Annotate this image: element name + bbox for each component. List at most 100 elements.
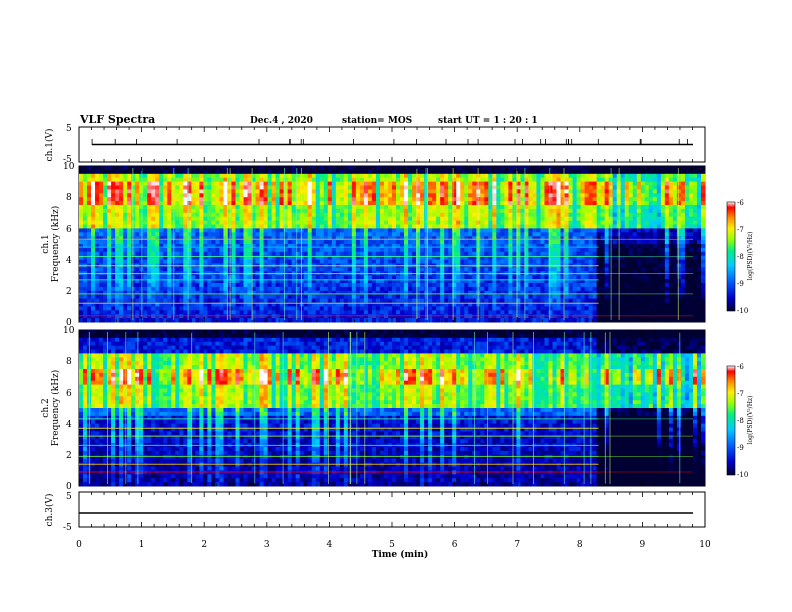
- spectrogram-cell: [452, 205, 457, 210]
- spectrogram-cell: [79, 244, 84, 249]
- spectrogram-cell: [103, 275, 108, 280]
- spectrogram-cell: [460, 216, 465, 221]
- spectrogram-cell: [343, 220, 349, 225]
- spectrogram-cell: [536, 232, 541, 237]
- spectrogram-cell: [207, 220, 212, 225]
- spectrogram-cell: [524, 251, 529, 257]
- spectrogram-cell: [227, 169, 232, 175]
- spectrogram-cell: [548, 224, 553, 229]
- spectrogram-cell: [107, 169, 112, 175]
- spectrogram-cell: [311, 298, 317, 303]
- spectrogram-cell: [544, 286, 549, 292]
- spectrogram-cell: [239, 286, 244, 292]
- spectrogram-cell: [211, 189, 216, 194]
- spectrogram-cell: [143, 302, 148, 307]
- spectrogram-cell: [327, 255, 333, 260]
- spectrogram-cell: [215, 197, 220, 202]
- spectrogram-cell: [319, 302, 325, 307]
- spectrogram-cell: [528, 216, 533, 221]
- spectrogram-cell: [151, 286, 156, 292]
- spectrogram-cell: [387, 212, 393, 218]
- spectrogram-cell: [392, 189, 397, 194]
- spectrogram-cell: [219, 228, 224, 233]
- spectrogram-cell: [271, 232, 277, 237]
- spectrogram-cell: [420, 244, 425, 249]
- spectrogram-cell: [504, 181, 509, 186]
- spectrogram-cell: [416, 298, 421, 303]
- spectrogram-cell: [387, 236, 393, 241]
- spectrogram-cell: [379, 314, 385, 319]
- spectrogram-cell: [452, 177, 457, 182]
- spectrogram-cell: [115, 166, 120, 171]
- spectrogram-cell: [351, 259, 357, 264]
- spectrogram-cell: [412, 201, 417, 206]
- spectrogram-cell: [139, 298, 144, 303]
- spectrogram-cell: [528, 286, 533, 292]
- spectrogram-cell: [327, 177, 333, 182]
- spectrogram-cell: [496, 247, 501, 253]
- spectrogram-cell: [564, 259, 569, 264]
- spectrogram-cell: [259, 283, 264, 288]
- spectrogram-cell: [195, 290, 200, 296]
- spectrogram-cell: [307, 232, 313, 237]
- spectrogram-cell: [231, 298, 236, 303]
- spectrogram-cell: [99, 232, 104, 237]
- spectrogram-cell: [444, 220, 449, 225]
- spectrogram-cell: [472, 220, 477, 225]
- spectrogram-cell: [315, 251, 321, 257]
- spectrogram-cell: [347, 267, 353, 272]
- spectrogram-cell: [428, 189, 433, 194]
- spectrogram-cell: [267, 189, 273, 194]
- spectrogram-cell: [516, 177, 521, 182]
- spectrogram-cell: [91, 298, 96, 303]
- spectrogram-cell: [428, 310, 433, 315]
- spectrogram-cell: [327, 286, 333, 292]
- spectrogram-cell: [464, 318, 469, 323]
- spectrogram-cell: [327, 193, 333, 198]
- spectrogram-cell: [492, 298, 497, 303]
- spectrogram-cell: [512, 275, 517, 280]
- spectrogram-cell: [247, 244, 252, 249]
- spectrogram-cell: [319, 201, 325, 206]
- spectrogram-cell: [387, 201, 393, 206]
- spectrogram-cell: [371, 220, 377, 225]
- spectrogram-cell: [400, 283, 405, 288]
- spectrogram-cell: [355, 189, 361, 194]
- spectrogram-cell: [444, 189, 449, 194]
- spectrogram-cell: [247, 255, 252, 260]
- spectrogram-cell: [456, 314, 461, 319]
- spectrogram-cell: [444, 267, 449, 272]
- spectrogram-cell: [375, 279, 381, 284]
- spectrogram-cell: [540, 314, 545, 319]
- spectrogram-cell: [103, 185, 108, 190]
- spectrogram-cell: [371, 224, 377, 229]
- spectrogram-cell: [279, 216, 285, 221]
- spectrogram-cell: [544, 302, 549, 307]
- spectrogram-cell: [428, 193, 433, 198]
- spectrogram-cell: [135, 181, 140, 186]
- spectrogram-cell: [383, 189, 389, 194]
- spectrogram-cell: [151, 251, 156, 257]
- spectrogram-cell: [379, 169, 385, 175]
- spectrogram-cell: [207, 298, 212, 303]
- spectrogram-cell: [436, 232, 441, 237]
- spectrogram-cell: [147, 189, 152, 194]
- spectrogram-cell: [420, 197, 425, 202]
- spectrogram-cell: [283, 259, 289, 264]
- spectrogram-cell: [347, 216, 353, 221]
- spectrogram-cell: [392, 275, 397, 280]
- spectrogram-cell: [528, 185, 533, 190]
- spectrogram-cell: [311, 294, 317, 299]
- spectrogram-cell: [560, 279, 565, 284]
- spectrogram-cell: [528, 173, 533, 179]
- spectrogram-cell: [83, 236, 88, 241]
- spectrogram-cell: [127, 224, 132, 229]
- spectrogram-cell: [564, 224, 569, 229]
- spectrogram-cell: [472, 240, 477, 245]
- spectrogram-cell: [516, 220, 521, 225]
- spectrogram-cell: [480, 259, 485, 264]
- spectrogram-cell: [219, 181, 224, 186]
- spectrogram-cell: [456, 255, 461, 260]
- spectrogram-cell: [496, 205, 501, 210]
- spectrogram-cell: [500, 236, 505, 241]
